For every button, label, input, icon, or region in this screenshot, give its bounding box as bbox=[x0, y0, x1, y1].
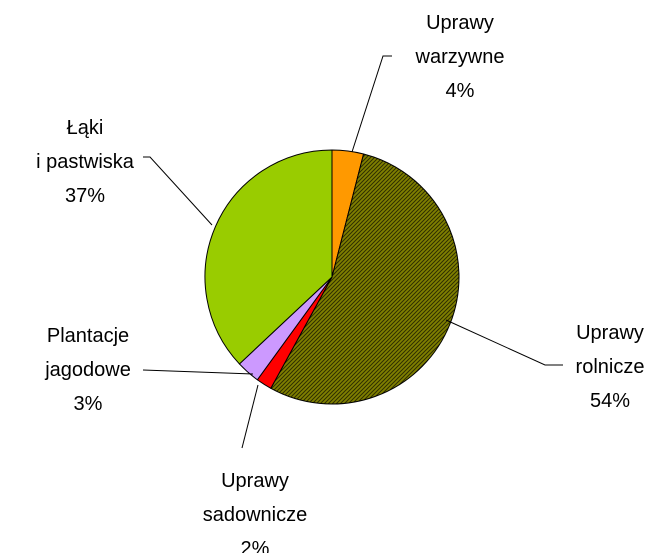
slice-label: Łąki i pastwiska bbox=[36, 117, 135, 173]
pie-slice bbox=[204, 149, 333, 365]
leader-line bbox=[142, 369, 254, 375]
leader-line bbox=[241, 384, 259, 449]
slice-label: Uprawy warzywne bbox=[415, 12, 505, 68]
value-label: 3% bbox=[74, 393, 103, 415]
value-label: 2% bbox=[241, 538, 270, 553]
value-label: 4% bbox=[446, 80, 475, 102]
slice-label: Uprawy rolnicze bbox=[576, 322, 645, 378]
leader-line bbox=[143, 156, 213, 226]
pie-slice bbox=[270, 153, 460, 405]
slice-label: Uprawy sadownicze bbox=[203, 470, 308, 526]
value-label: 37% bbox=[65, 185, 105, 207]
slice-label: Plantacje jagodowe bbox=[44, 325, 131, 381]
value-label: 54% bbox=[590, 390, 630, 412]
leader-line bbox=[445, 319, 563, 366]
leader-line bbox=[351, 55, 392, 153]
